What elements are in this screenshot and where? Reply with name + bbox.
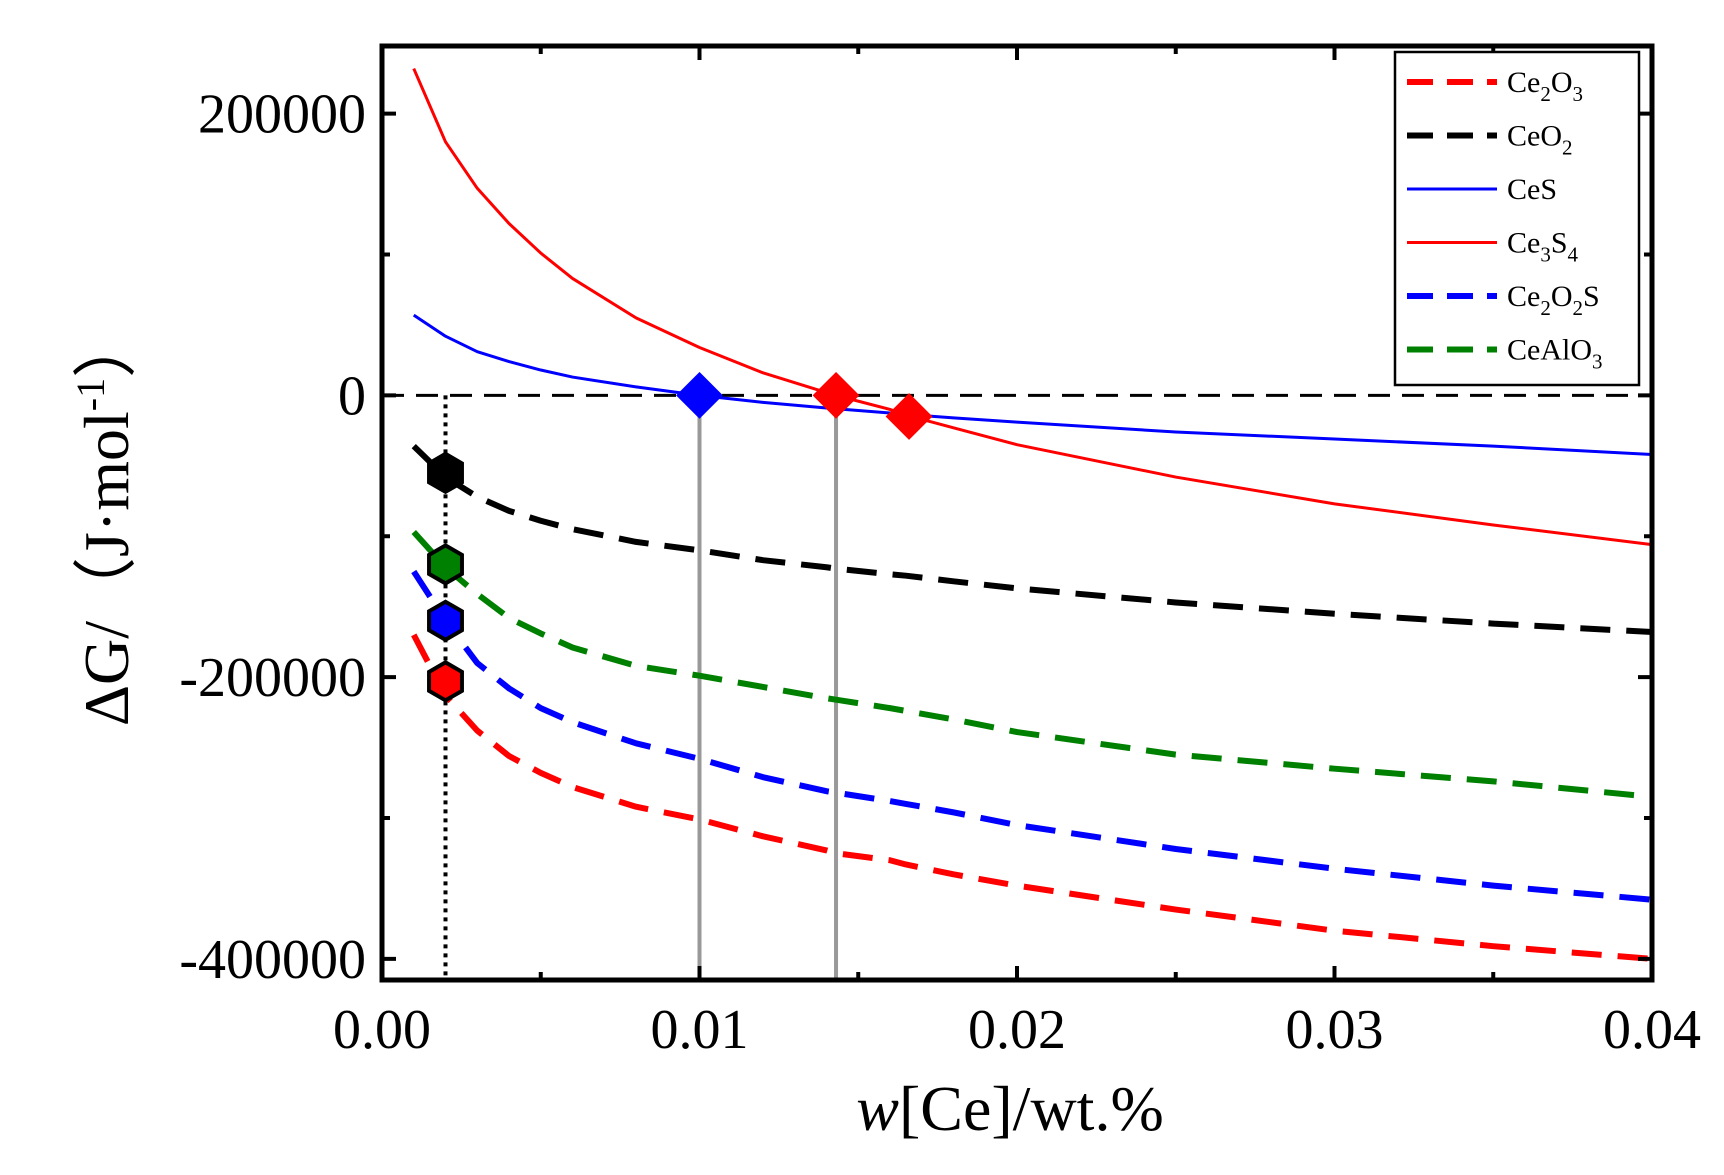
legend-label-part: Ce	[1507, 280, 1540, 313]
y-tick-label: -400000	[179, 929, 366, 991]
x-axis-title-rest: [Ce]/wt.%	[899, 1073, 1164, 1144]
axes: 0.00 0.01 0.02 0.03 0.04 200000 0 -200000 -40000…	[179, 43, 1701, 1061]
legend-label-part: S	[1551, 227, 1568, 260]
x-tick-label: 0.03	[1286, 999, 1384, 1061]
series-line-cealo3	[411, 530, 1652, 800]
diamond-marker-2	[885, 393, 933, 440]
legend-label-1: CeO2	[1507, 120, 1573, 160]
x-axis-title-italic: w	[856, 1073, 899, 1144]
legend-label-part: S	[1583, 280, 1600, 313]
hexagon-marker-3	[427, 660, 464, 703]
diamond-marker-0	[676, 371, 723, 419]
x-tick-label: 0.04	[1603, 999, 1701, 1061]
legend-label-part: 4	[1568, 243, 1579, 267]
legend-label-part: CeAlO	[1507, 334, 1592, 367]
plot-area	[382, 67, 1652, 980]
legend-label-part: O	[1551, 280, 1573, 313]
x-axis-title: w[Ce]/wt.%	[856, 1073, 1164, 1144]
legend-label-0: Ce2O3	[1507, 66, 1583, 106]
legend-label-part: CeS	[1507, 173, 1557, 206]
y-tick-label: 200000	[198, 84, 366, 146]
y-axis-title: ΔG/（J·mol-1）	[68, 314, 142, 726]
series-line-ceo2	[411, 443, 1652, 636]
y-axis-title-main: ΔG/（J·mol	[71, 411, 142, 726]
x-tick-label: 0.00	[333, 999, 431, 1061]
legend-label-5: CeAlO3	[1507, 334, 1603, 374]
y-tick-label: 0	[338, 365, 366, 427]
hexagon-marker-2	[427, 599, 464, 643]
legend-label-3: Ce3S4	[1507, 227, 1579, 267]
series-line-ce2o3	[411, 633, 1652, 962]
x-tick-label: 0.02	[968, 999, 1066, 1061]
y-axis-title-close: ）	[71, 314, 142, 378]
hexagon-marker-0	[427, 451, 464, 495]
series-line-ce2o2s	[411, 569, 1652, 903]
legend-label-part: 3	[1573, 82, 1584, 106]
hexagon-marker-1	[427, 543, 464, 586]
legend-label-part: 3	[1592, 350, 1603, 374]
legend-label-part: 2	[1562, 136, 1573, 160]
legend-label-part: 2	[1540, 82, 1551, 106]
diamond-marker-1	[812, 371, 860, 419]
y-tick-label: -200000	[179, 647, 366, 709]
legend-box	[1393, 50, 1641, 387]
legend-label-part: 2	[1573, 296, 1584, 320]
legend-label-part: Ce	[1507, 66, 1540, 99]
legend-label-part: Ce	[1507, 227, 1540, 260]
legend-label-2: CeS	[1507, 173, 1557, 206]
legend-label-part: CeO	[1507, 120, 1562, 153]
x-tick-label: 0.01	[651, 999, 749, 1061]
legend-label-part: 2	[1540, 296, 1551, 320]
legend-label-part: O	[1551, 66, 1573, 99]
legend-label-4: Ce2O2S	[1507, 280, 1600, 320]
legend-label-part: 3	[1540, 243, 1551, 267]
y-axis-title-sup: -1	[68, 378, 113, 411]
